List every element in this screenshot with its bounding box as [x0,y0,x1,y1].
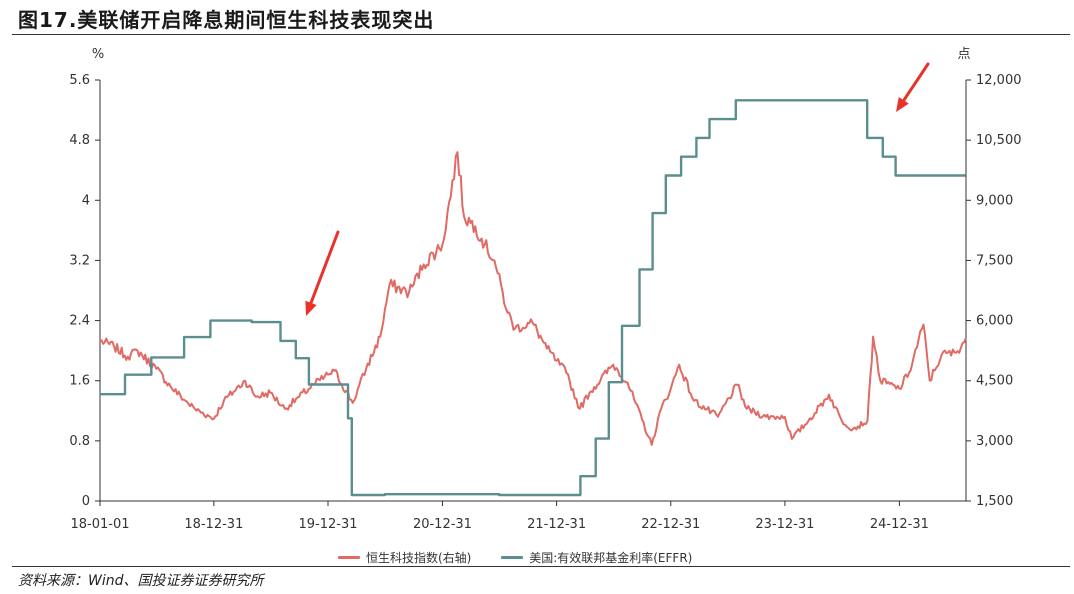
y-right-tick-label: 3,000 [976,434,1013,449]
x-tick-label: 19-12-31 [298,517,357,532]
y-right-tick-label: 6,000 [976,314,1013,329]
x-tick-label: 24-12-31 [870,517,929,532]
legend-item-rate: 美国:有效联邦基金利率(EFFR) [501,549,692,566]
y-left-tick-label: 1.6 [69,374,90,389]
series-line-effr [100,99,966,497]
y-left-tick-label: 0 [82,494,90,509]
y-right-tick-label: 10,500 [976,133,1022,148]
legend-swatch-index [338,556,360,559]
page-title: 图17.美联储开启降息期间恒生科技表现突出 [18,8,435,32]
x-tick-label: 18-01-01 [70,517,129,532]
y-left-tick-label: 0.8 [69,434,90,449]
y-right-tick-label: 7,500 [976,253,1013,268]
legend-item-index: 恒生科技指数(右轴) [338,549,471,566]
legend-label-index: 恒生科技指数(右轴) [366,551,472,565]
x-tick-label: 18-12-31 [184,517,243,532]
x-tick-label: 23-12-31 [755,517,814,532]
x-tick-label: 20-12-31 [413,517,472,532]
y-left-unit-label: % [92,47,104,62]
title-divider [12,34,1070,35]
y-left-tick-label: 4.8 [69,133,90,148]
y-left-tick-label: 5.6 [69,73,90,88]
annotation-arrow [305,230,340,316]
source-divider [12,566,1070,567]
annotations-layer [305,62,930,316]
legend-label-rate: 美国:有效联邦基金利率(EFFR) [529,551,693,565]
y-right-tick-label: 9,000 [976,193,1013,208]
y-left-tick-label: 3.2 [69,253,90,268]
y-left-tick-label: 2.4 [69,314,90,329]
y-left-tick-label: 4 [82,193,90,208]
legend-swatch-rate [501,556,524,559]
annotation-arrow-shaft [309,230,340,305]
annotation-arrow [896,62,930,112]
x-tick-label: 21-12-31 [527,517,586,532]
annotation-arrow-head [896,97,909,112]
axes: % 点 0 0.8 1.6 2.4 3.2 4 4.8 5.6 1,500 3,000 4,500 6,0… [69,47,1021,532]
y-right-tick-label: 12,000 [976,73,1022,88]
annotation-arrow-head [305,300,317,316]
source-note: 资料来源：Wind、国投证券证券研究所 [18,573,264,589]
annotation-arrow-shaft [902,62,930,102]
y-right-tick-label: 1,500 [976,494,1013,509]
y-right-unit-label: 点 [957,47,970,62]
legend: 恒生科技指数(右轴) 美国:有效联邦基金利率(EFFR) [338,548,718,566]
x-tick-label: 22-12-31 [641,517,700,532]
y-right-tick-label: 4,500 [976,374,1013,389]
series-line-hang-seng-tech [99,151,967,446]
series-layer [99,99,967,497]
